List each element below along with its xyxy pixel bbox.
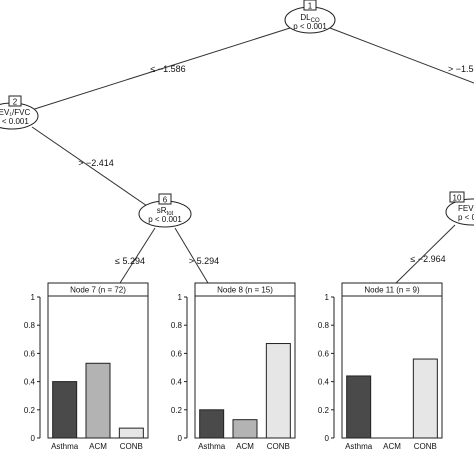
node-10-ellipse: [445, 198, 474, 226]
node-2-pvalue: p < 0.001: [0, 117, 29, 126]
y-tick-label: 1: [31, 293, 36, 302]
x-category-label: CONB: [120, 442, 143, 451]
tree-node-1: 1 DLCO p < 0.001: [284, 0, 336, 34]
node-1-id-box: [303, 0, 317, 11]
y-tick-label: 1: [178, 293, 183, 302]
edge-label-1-2: ≤ −1.586: [150, 64, 185, 74]
node-6-id-box: [158, 193, 172, 205]
tree-node-10: 10 FEV₁/FVC p < 0.001: [445, 191, 474, 226]
y-tick-label: 0.6: [24, 349, 36, 358]
y-tick-label: 0.4: [24, 378, 36, 387]
y-tick-label: 0: [31, 434, 36, 443]
x-category-label: ACM: [383, 442, 401, 451]
y-tick-label: 0.6: [171, 349, 183, 358]
edge-6-7: [119, 227, 156, 284]
bar-acm: [85, 362, 111, 439]
node-6-id: 6: [163, 196, 168, 205]
bar-asthma: [199, 409, 225, 439]
node-6-pvalue: p < 0.001: [148, 215, 182, 224]
node-1-variable: DLCO: [300, 13, 320, 24]
y-tick-label: 0.8: [171, 321, 183, 330]
node-2-id: 2: [13, 98, 18, 107]
leaf-panel-node-11: Node 11 (n = 9) 0 0.2 0.4 0.6 0.8 1 Asthma ACM CO…: [318, 282, 443, 451]
panel-title: Node 11 (n = 9): [364, 286, 420, 295]
y-tick-label: 0.2: [318, 406, 330, 415]
y-tick-label: 0.2: [171, 406, 183, 415]
bar-acm: [232, 419, 258, 439]
node-10-id: 10: [453, 194, 462, 203]
x-category-label: Asthma: [345, 442, 373, 451]
node-10-pvalue: p < 0.001: [458, 213, 474, 222]
bar-asthma: [346, 375, 372, 439]
y-tick-label: 1: [325, 293, 330, 302]
x-category-label: ACM: [89, 442, 107, 451]
node-10-id-box: [449, 191, 465, 203]
bar-conb: [118, 427, 144, 439]
node-10-variable: FEV₁/FVC: [458, 204, 474, 213]
edge-1-10: [329, 27, 474, 84]
x-category-label: Asthma: [51, 442, 79, 451]
x-category-label: CONB: [414, 442, 437, 451]
panel-title: Node 8 (n = 15): [217, 286, 273, 295]
y-tick-label: 0.4: [171, 378, 183, 387]
y-tick-label: 0.8: [24, 321, 36, 330]
y-tick-label: 0: [178, 434, 183, 443]
leaf-panel-node-8: Node 8 (n = 15) 0 0.2 0.4 0.6 0.8 1 Asthma ACM CO…: [171, 282, 296, 451]
edge-label-6-7: ≤ 5.294: [115, 256, 145, 266]
y-tick-label: 0.2: [24, 406, 36, 415]
bar-asthma: [52, 381, 78, 439]
edge-1-2: [21, 27, 291, 114]
edge-label-6-8: > 5.294: [189, 256, 219, 266]
y-tick-label: 0.6: [318, 349, 330, 358]
y-tick-label: 0.4: [318, 378, 330, 387]
bar-conb: [412, 358, 438, 439]
node-2-variable: FEV₁/FVC: [0, 108, 30, 117]
x-category-label: CONB: [267, 442, 290, 451]
y-tick-label: 0: [325, 434, 330, 443]
node-1-id: 1: [308, 2, 313, 11]
node-2-id-box: [8, 95, 22, 107]
x-category-label: Asthma: [198, 442, 226, 451]
panel-title: Node 7 (n = 72): [70, 286, 126, 295]
node-6-variable: sRtot: [157, 206, 174, 217]
node-1-pvalue: p < 0.001: [293, 22, 327, 31]
bar-conb: [265, 343, 291, 439]
x-category-label: ACM: [236, 442, 254, 451]
edge-10-11: [395, 224, 456, 284]
edge-label-1-10: > −1.586: [448, 64, 474, 74]
edge-2-6: [31, 126, 151, 209]
edge-6-8: [174, 227, 209, 284]
y-tick-label: 0.8: [318, 321, 330, 330]
edge-label-2-6: > −2.414: [78, 158, 114, 168]
tree-node-6: 6 sRtot p < 0.001: [138, 193, 192, 228]
edge-label-10-11: ≤ −2.964: [410, 254, 445, 264]
tree-node-2: 2 FEV₁/FVC p < 0.001: [0, 95, 39, 130]
leaf-panel-node-7: Node 7 (n = 72) 0 0.2 0.4 0.6 0.8 1 Asthma ACM CO…: [24, 282, 149, 451]
